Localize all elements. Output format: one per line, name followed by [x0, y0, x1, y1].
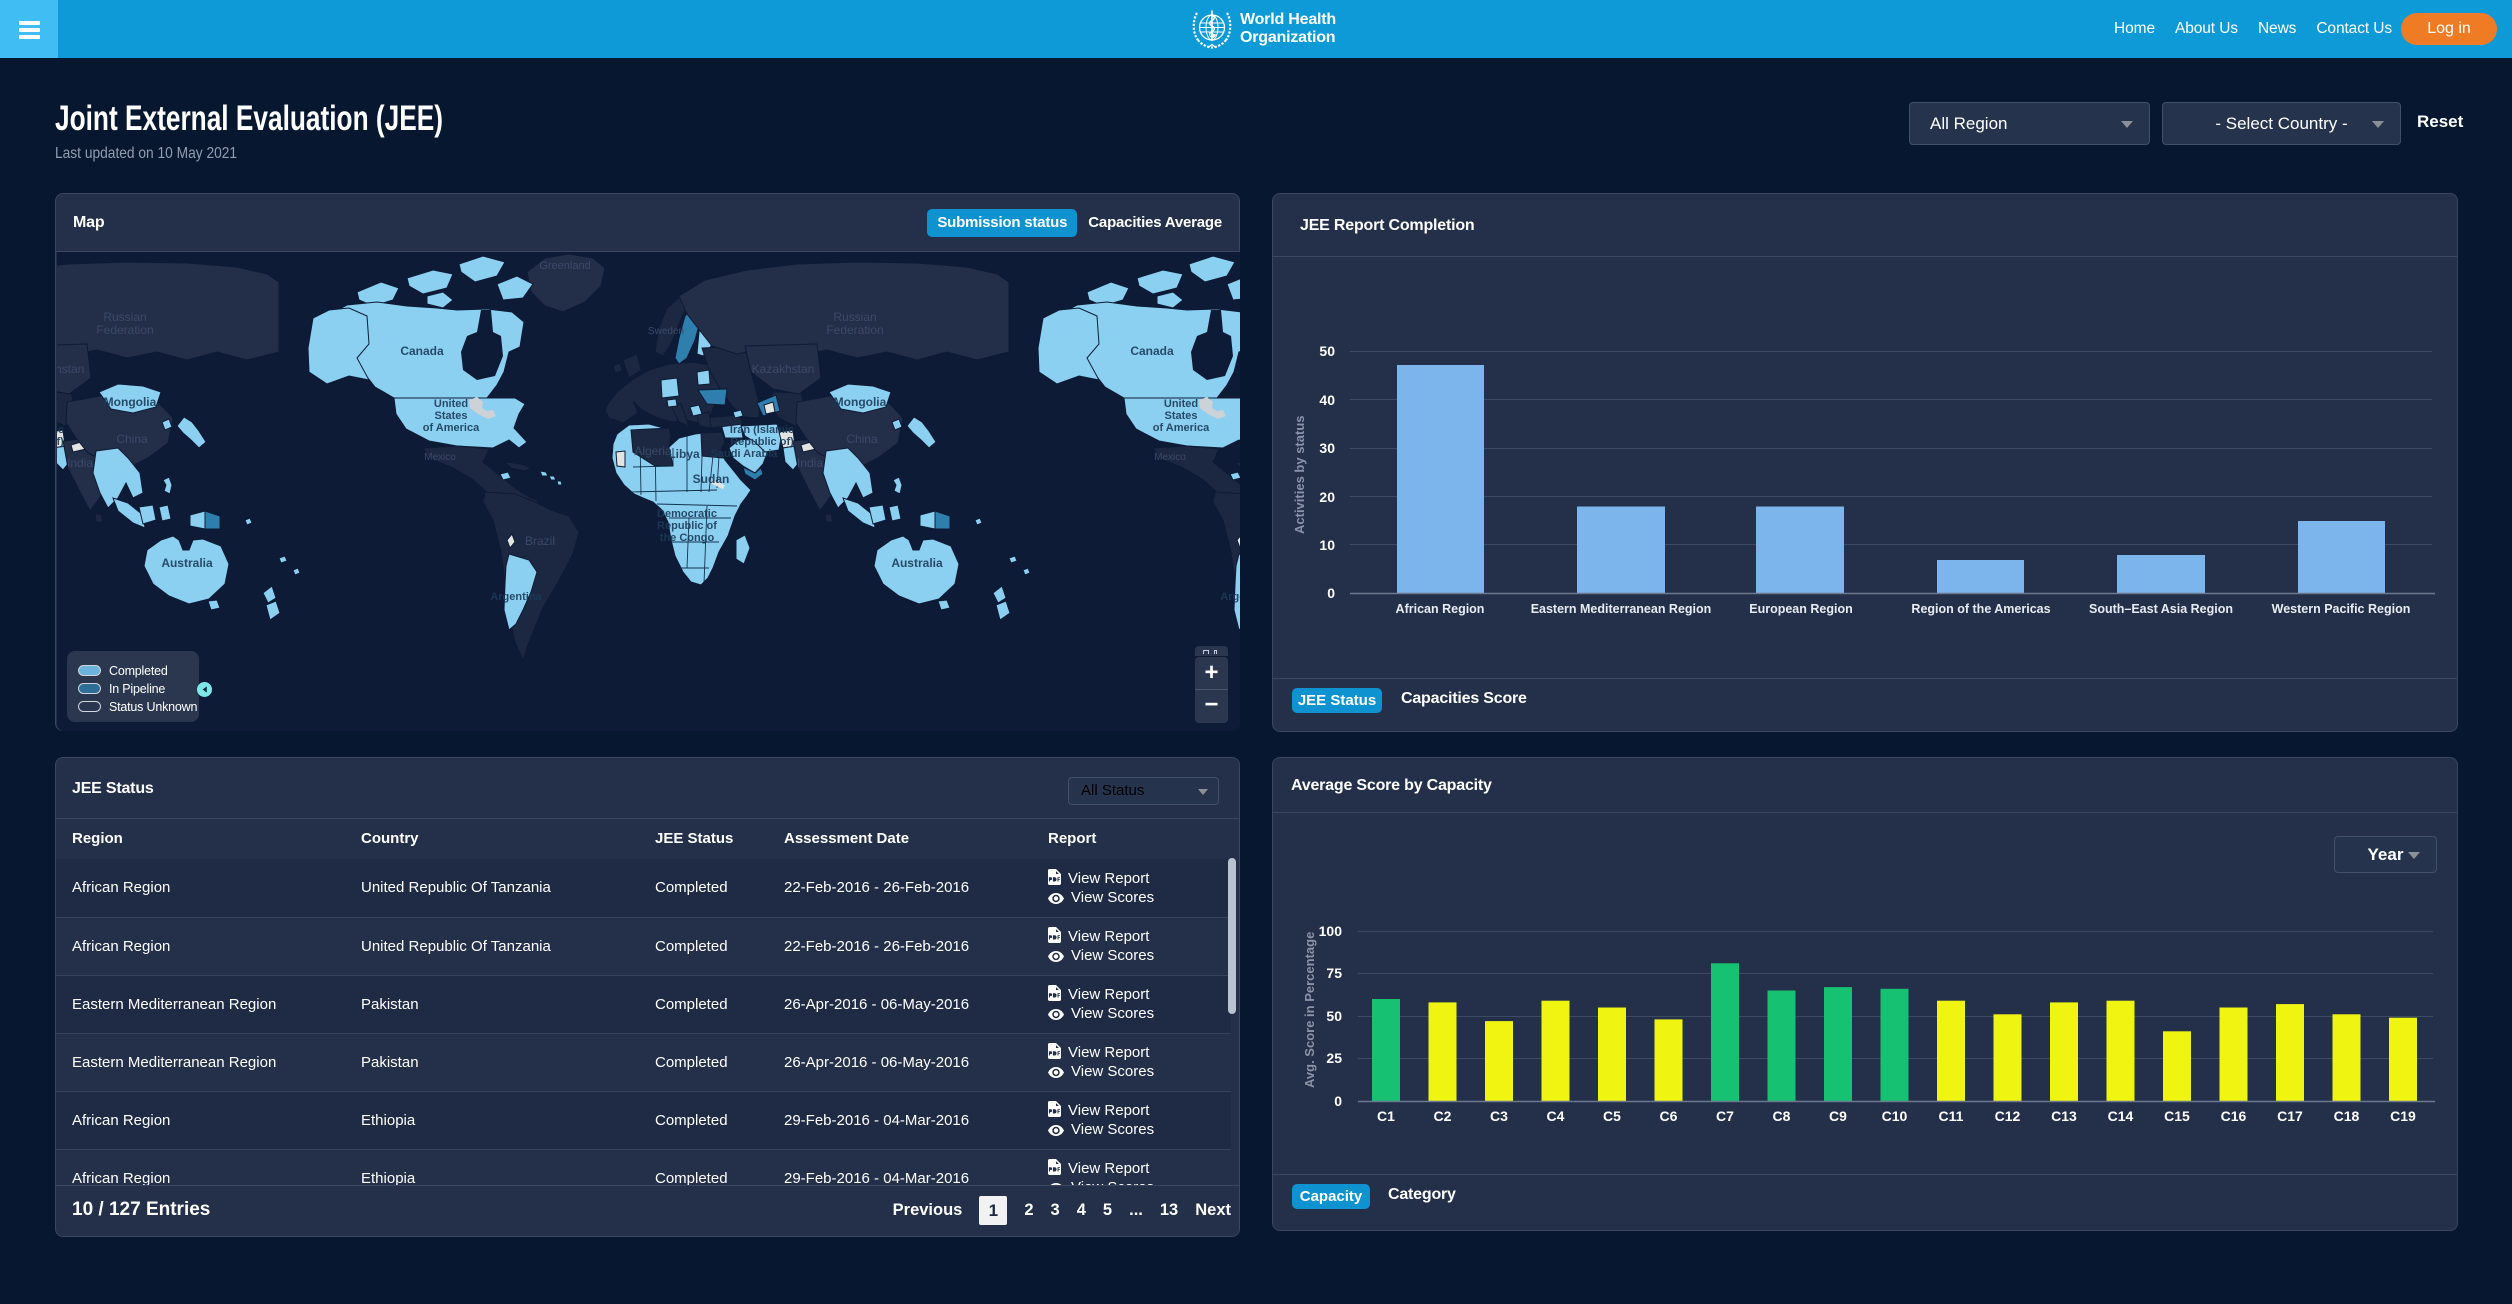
svg-text:20: 20	[1319, 489, 1335, 505]
svg-text:C9: C9	[1829, 1108, 1847, 1124]
svg-text:0: 0	[1334, 1093, 1342, 1109]
svg-text:25: 25	[1326, 1050, 1342, 1066]
svg-text:50: 50	[1326, 1008, 1342, 1024]
svg-text:C7: C7	[1716, 1108, 1734, 1124]
svg-text:Eastern Mediterranean Region: Eastern Mediterranean Region	[1531, 602, 1712, 616]
svg-text:South–East Asia Region: South–East Asia Region	[2089, 602, 2233, 616]
svg-text:30: 30	[1319, 440, 1335, 456]
svg-text:100: 100	[1319, 923, 1343, 939]
svg-text:C8: C8	[1773, 1108, 1791, 1124]
svg-text:C5: C5	[1603, 1108, 1621, 1124]
svg-text:C4: C4	[1547, 1108, 1565, 1124]
svg-text:C6: C6	[1660, 1108, 1678, 1124]
svg-text:African Region: African Region	[1396, 602, 1485, 616]
svg-text:C14: C14	[2108, 1108, 2134, 1124]
svg-text:C17: C17	[2277, 1108, 2303, 1124]
svg-text:C13: C13	[2051, 1108, 2077, 1124]
svg-text:40: 40	[1319, 392, 1335, 408]
svg-text:C11: C11	[1939, 1108, 1964, 1124]
svg-text:C1: C1	[1377, 1108, 1395, 1124]
svg-text:50: 50	[1319, 343, 1335, 359]
svg-text:Activities by status: Activities by status	[1292, 416, 1307, 535]
svg-text:C16: C16	[2221, 1108, 2247, 1124]
svg-text:C15: C15	[2164, 1108, 2190, 1124]
svg-text:0: 0	[1327, 585, 1335, 601]
svg-text:C10: C10	[1882, 1108, 1908, 1124]
svg-text:C18: C18	[2334, 1108, 2360, 1124]
svg-text:C12: C12	[1995, 1108, 2021, 1124]
svg-text:Western Pacific Region: Western Pacific Region	[2272, 602, 2411, 616]
svg-text:C3: C3	[1490, 1108, 1508, 1124]
svg-text:10: 10	[1319, 537, 1335, 553]
svg-text:Avg. Score in Percentage: Avg. Score in Percentage	[1302, 932, 1317, 1088]
svg-text:European Region: European Region	[1749, 602, 1852, 616]
svg-text:75: 75	[1326, 965, 1342, 981]
svg-text:C19: C19	[2390, 1108, 2416, 1124]
svg-text:Region of the Americas: Region of the Americas	[1911, 602, 2050, 616]
svg-text:C2: C2	[1434, 1108, 1452, 1124]
